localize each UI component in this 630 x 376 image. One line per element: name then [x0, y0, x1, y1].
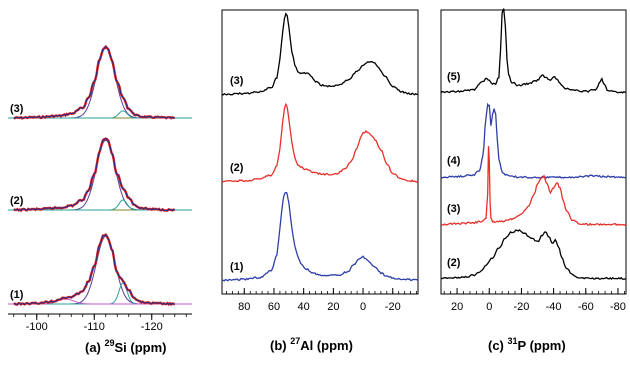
fitted-spectrum: [13, 234, 175, 306]
x-tick-label: 60: [268, 301, 280, 313]
x-tick-label: -60: [578, 301, 594, 313]
x-tick-label: -20: [385, 301, 401, 313]
x-tick-label: 80: [238, 301, 250, 313]
spectrum-line: [221, 102, 419, 183]
x-tick-label: -100: [26, 321, 48, 333]
spectrum-line: [440, 8, 627, 94]
nucleus-unit: Si (ppm): [115, 340, 167, 355]
spectrum-label: (3): [10, 103, 24, 115]
panel-a-si29: -100 -110 -120 (a) 29Si (ppm) (3) (2) (1): [8, 44, 192, 355]
spectrum-label: (2): [447, 257, 461, 269]
x-tick-label: 0: [486, 301, 492, 313]
nucleus-unit: P (ppm): [518, 338, 566, 353]
spectrum-label: (2): [230, 162, 244, 174]
isotope-mass: 29: [105, 338, 115, 348]
plot-frame: [440, 9, 627, 295]
x-tick-label: 0: [360, 301, 366, 313]
spectrum-label: (2): [10, 195, 24, 207]
x-axis-label: (b) 27Al (ppm): [270, 336, 353, 353]
spectrum-line: [440, 102, 627, 179]
panel-c-p31: 20 0 -20 -40 -60 -80 (c) 31P (ppm) (5) (4) (3) (2): [440, 8, 627, 353]
spectrum-line: [440, 146, 627, 226]
x-tick-label: 20: [451, 301, 463, 313]
x-tick-label: -110: [84, 321, 105, 333]
spectrum-line: [221, 191, 419, 282]
x-tick-label: 20: [327, 301, 339, 313]
panel-letter: (c): [488, 338, 508, 353]
nucleus-unit: Al (ppm): [300, 338, 353, 353]
spectrum-line: [440, 229, 627, 281]
isotope-mass: 31: [508, 336, 518, 346]
x-tick-label: -120: [141, 321, 163, 333]
spectrum-label: (4): [447, 155, 461, 167]
spectrum-label: (1): [230, 261, 244, 273]
x-tick-label: -40: [546, 301, 562, 313]
deconvolution-component-minor: [8, 282, 192, 305]
panel-b-al27: 80 60 40 20 0 -20 (b) 27Al (ppm) (3) (2) (1): [221, 9, 419, 353]
spectrum-label: (1): [10, 289, 24, 301]
x-axis-label: (c) 31P (ppm): [488, 336, 566, 353]
x-axis-label: (a) 29Si (ppm): [85, 338, 167, 355]
isotope-mass: 27: [290, 336, 300, 346]
x-tick-label: -80: [610, 301, 626, 313]
spectrum-label: (5): [447, 71, 461, 83]
experimental-spectrum: [13, 233, 175, 307]
spectrum-label: (3): [230, 75, 244, 87]
fitted-spectrum: [13, 138, 175, 212]
panel-letter: (a): [85, 340, 105, 355]
plot-frame: [221, 9, 419, 295]
x-tick-label: 40: [298, 301, 310, 313]
fitted-spectrum: [13, 45, 175, 119]
panel-letter: (b): [270, 338, 290, 353]
spectrum-line: [221, 12, 418, 96]
x-tick-label: -20: [513, 301, 529, 313]
spectrum-label: (3): [447, 203, 461, 215]
